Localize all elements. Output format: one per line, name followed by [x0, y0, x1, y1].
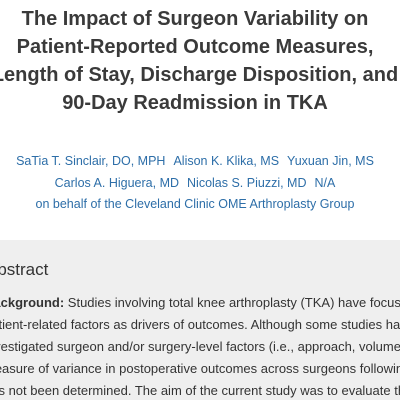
abstract-line: patient-related factors as drivers of ou…: [0, 317, 400, 332]
author[interactable]: Alison K. Klika, MS: [173, 154, 280, 168]
author[interactable]: SaTia T. Sinclair, DO, MPH: [16, 154, 166, 168]
abstract-line: has not been determined. The aim of the …: [0, 383, 400, 398]
title-line: 90-Day Readmission in TKA: [62, 92, 328, 114]
author[interactable]: Yuxuan Jin, MS: [287, 154, 374, 168]
author-line: Carlos A. Higuera, MD Nicolas S. Piuzzi, …: [0, 176, 400, 190]
abstract-line: investigated surgeon and/or surgery-leve…: [0, 339, 400, 354]
title-line: Length of Stay, Discharge Disposition, a…: [0, 64, 399, 86]
author-group[interactable]: on behalf of the Cleveland Clinic OME Ar…: [35, 197, 355, 211]
text: Studies involving total knee arthroplast…: [67, 295, 400, 310]
author-line: SaTia T. Sinclair, DO, MPH Alison K. Klik…: [0, 154, 400, 168]
title-line: Patient-Reported Outcome Measures,: [16, 36, 374, 58]
author[interactable]: N/A: [314, 176, 336, 190]
abstract-line: Background: Studies involving total knee…: [0, 295, 400, 310]
section-label: Background:: [0, 295, 65, 310]
author[interactable]: Nicolas S. Piuzzi, MD: [187, 176, 307, 190]
author[interactable]: Carlos A. Higuera, MD: [54, 176, 180, 190]
abstract-box: Abstract Background: Studies involving t…: [0, 240, 400, 400]
abstract-heading: Abstract: [0, 260, 49, 279]
title-line: The Impact of Surgeon Variability on: [21, 8, 369, 30]
